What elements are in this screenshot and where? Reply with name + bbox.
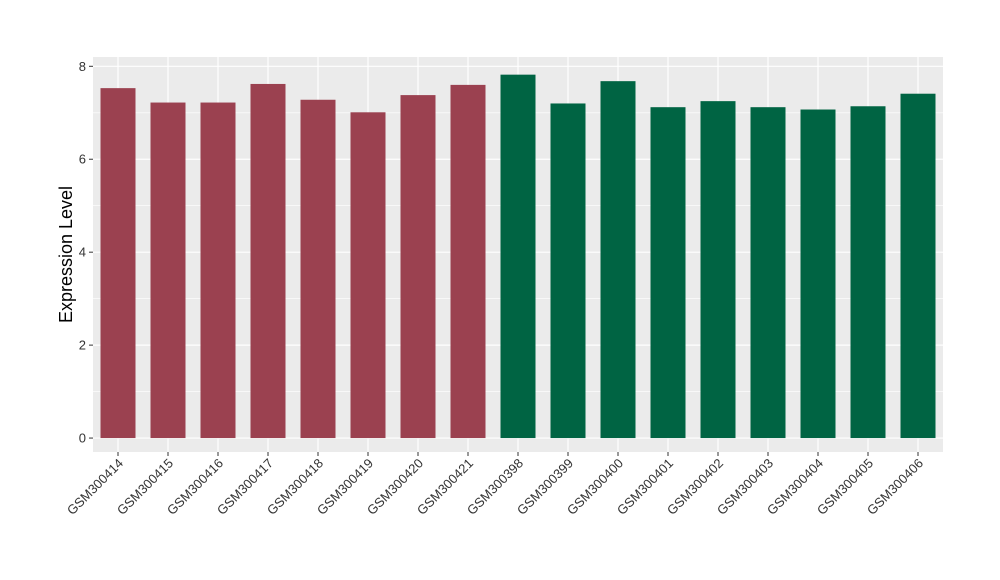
bar-GSM300420 <box>400 95 436 439</box>
y-axis-title: Expression Level <box>56 186 76 323</box>
bar-GSM300414 <box>100 88 136 439</box>
bar-GSM300416 <box>200 102 236 439</box>
y-tick-label: 2 <box>79 338 86 353</box>
bar-GSM300421 <box>450 84 486 439</box>
bar-GSM300399 <box>550 103 586 439</box>
y-tick-label: 6 <box>79 152 86 167</box>
y-tick-label: 8 <box>79 59 86 74</box>
y-axis: 0 2 4 6 8 <box>79 59 93 446</box>
bar-GSM300404 <box>800 109 836 439</box>
bar-GSM300403 <box>750 107 786 439</box>
bar-GSM300415 <box>150 102 186 439</box>
bar-GSM300402 <box>700 101 736 439</box>
x-axis: GSM300414GSM300415GSM300416GSM300417GSM3… <box>64 452 926 518</box>
bar-GSM300400 <box>600 81 636 439</box>
bar-GSM300419 <box>350 112 386 439</box>
y-tick-label: 4 <box>79 245 86 260</box>
bar-GSM300405 <box>850 106 886 439</box>
bar-GSM300406 <box>900 93 936 439</box>
bar-GSM300418 <box>300 99 336 439</box>
bar-GSM300417 <box>250 83 286 439</box>
bars <box>100 74 936 439</box>
bar-GSM300398 <box>500 74 536 439</box>
y-tick-label: 0 <box>79 431 86 446</box>
bar-GSM300401 <box>650 107 686 439</box>
